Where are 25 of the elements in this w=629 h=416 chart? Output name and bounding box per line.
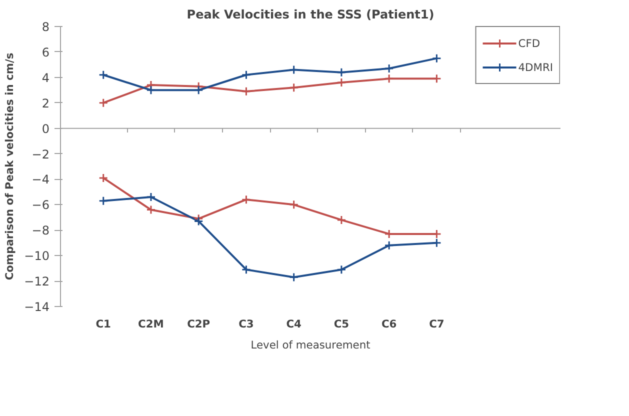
y-tick-label: −6 <box>32 198 50 212</box>
legend-label: CFD <box>518 36 540 50</box>
x-axis-title: Level of measurement <box>250 338 370 352</box>
y-axis-title: Comparison of Peak velocities in cm/s <box>3 52 16 280</box>
x-tick-label: C6 <box>381 318 397 330</box>
chart-title: Peak Velocities in the SSS (Patient1) <box>186 8 434 22</box>
x-tick-label: C5 <box>334 318 350 330</box>
x-tick-label: C2P <box>187 318 210 330</box>
y-tick-label: −10 <box>24 249 50 264</box>
x-tick-label: C4 <box>286 318 302 330</box>
legend-label: 4DMRI <box>518 60 553 74</box>
y-tick-label: −2 <box>32 147 50 162</box>
x-tick-label: C3 <box>238 318 254 330</box>
y-tick-label: 8 <box>42 20 50 34</box>
x-tick-label: C1 <box>96 318 111 330</box>
y-tick-label: 6 <box>42 45 50 60</box>
y-tick-label: −12 <box>24 274 50 289</box>
y-tick-label: 2 <box>42 96 50 110</box>
y-tick-label: −4 <box>32 172 50 187</box>
y-tick-label: 0 <box>42 122 50 136</box>
y-tick-label: 4 <box>42 70 50 85</box>
x-tick-label: C2M <box>138 318 164 330</box>
x-tick-label: C7 <box>429 318 444 330</box>
y-tick-label: −8 <box>32 224 50 238</box>
y-tick-label: −14 <box>24 300 50 314</box>
